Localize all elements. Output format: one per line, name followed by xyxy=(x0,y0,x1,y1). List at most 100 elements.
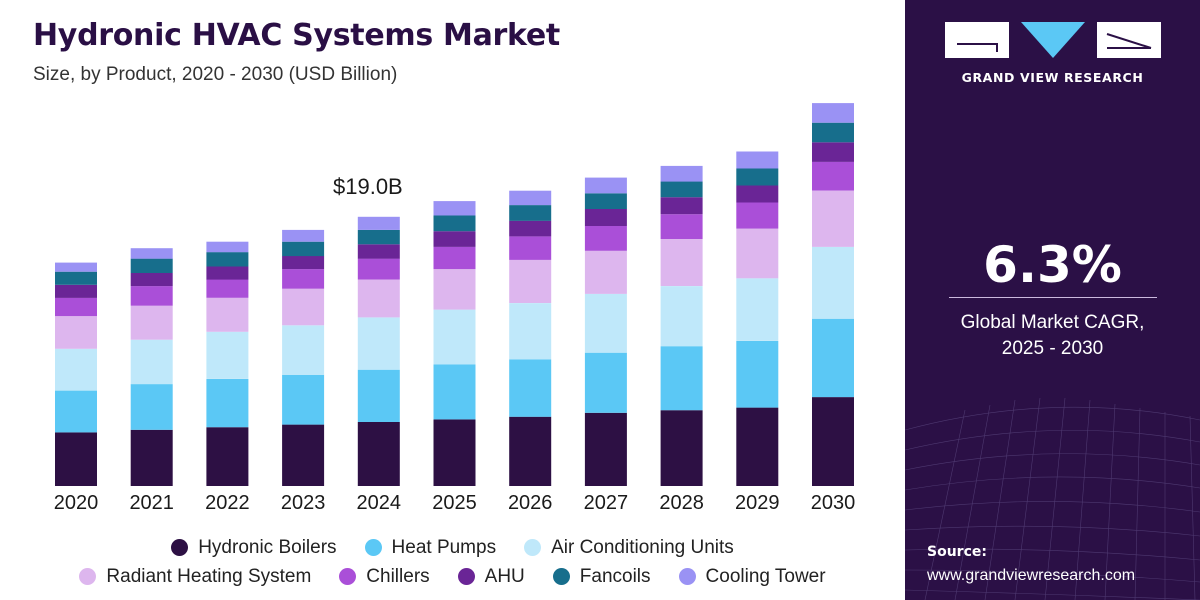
x-tick-label-2021: 2021 xyxy=(129,492,174,514)
bar-segment-2026-heat-pumps xyxy=(509,359,552,417)
legend-swatch xyxy=(552,568,570,585)
bar-segment-2022-ahu xyxy=(206,266,249,280)
chart-title: Hydronic HVAC Systems Market xyxy=(33,18,560,53)
bar-segment-2025-air-conditioning-units xyxy=(433,309,476,365)
value-callout-2024: $19.0B xyxy=(333,174,403,199)
bar-segment-2025-heat-pumps xyxy=(433,364,476,420)
bar-segment-2020-radiant-heating-system xyxy=(55,316,97,349)
bar-segment-2023-chillers xyxy=(282,269,325,289)
legend: Hydronic Boilers Heat Pumps Air Conditio… xyxy=(0,533,905,591)
bar-segment-2024-air-conditioning-units xyxy=(357,317,400,370)
bar-segment-2028-heat-pumps xyxy=(660,346,703,411)
bar-segment-2025-ahu xyxy=(433,231,476,247)
bar-segment-2020-chillers xyxy=(55,297,97,317)
bar-segment-2022-chillers xyxy=(206,279,249,298)
grand-view-research-logo xyxy=(945,22,1161,58)
bar-segment-2022-heat-pumps xyxy=(206,378,249,428)
legend-item-radiant-heating-system: Radiant Heating System xyxy=(79,566,311,588)
bar-segment-2024-cooling-tower xyxy=(357,216,400,230)
legend-item-hydronic-boilers: Hydronic Boilers xyxy=(171,536,337,559)
cagr-value: 6.3% xyxy=(983,236,1122,294)
legend-item-fancoils: Fancoils xyxy=(552,565,651,588)
bar-segment-2028-fancoils xyxy=(660,181,703,198)
bar-segment-2027-cooling-tower xyxy=(584,177,627,194)
bar-segment-2020-cooling-tower xyxy=(55,262,97,272)
bar-segment-2024-ahu xyxy=(357,244,400,259)
bars-group xyxy=(55,103,854,486)
legend-label: Heat Pumps xyxy=(391,536,497,558)
legend-label: Air Conditioning Units xyxy=(551,536,734,558)
legend-label: Hydronic Boilers xyxy=(198,536,337,558)
legend-label: Fancoils xyxy=(579,565,651,587)
source-url[interactable]: www.grandviewresearch.com xyxy=(927,567,1136,584)
x-axis-ticks: 2020 2021 2022 2023 2024 2025 2026 2027 2028 2029… xyxy=(54,492,856,514)
bar-segment-2029-fancoils xyxy=(736,168,779,186)
bar-segment-2024-radiant-heating-system xyxy=(357,279,400,318)
bar-segment-2024-heat-pumps xyxy=(357,369,400,422)
legend-label: Radiant Heating System xyxy=(106,565,312,587)
bar-segment-2021-chillers xyxy=(130,286,173,306)
bar-segment-2021-air-conditioning-units xyxy=(130,339,173,385)
bar-segment-2021-fancoils xyxy=(130,258,173,273)
bar-segment-2024-hydronic-boilers xyxy=(357,422,400,486)
bar-segment-2030-air-conditioning-units xyxy=(812,246,854,319)
bar-segment-2022-cooling-tower xyxy=(206,241,249,253)
bar-segment-2029-radiant-heating-system xyxy=(736,228,779,279)
bar-segment-2022-radiant-heating-system xyxy=(206,297,249,332)
bar-segment-2020-fancoils xyxy=(55,271,97,285)
bar-segment-2023-radiant-heating-system xyxy=(282,288,325,326)
bar-segment-2027-hydronic-boilers xyxy=(584,412,627,486)
legend-item-heat-pumps: Heat Pumps xyxy=(364,536,497,559)
legend-item-chillers: Chillers xyxy=(339,565,430,588)
bar-segment-2023-heat-pumps xyxy=(282,374,325,425)
x-tick-label-2027: 2027 xyxy=(584,492,629,514)
legend-item-air-conditioning-units: Air Conditioning Units xyxy=(524,537,734,559)
bar-segment-2023-air-conditioning-units xyxy=(282,325,325,375)
source-label: Source: xyxy=(927,544,987,560)
legend-item-cooling-tower: Cooling Tower xyxy=(678,565,826,588)
bar-segment-2022-hydronic-boilers xyxy=(206,427,249,486)
bar-segment-2020-hydronic-boilers xyxy=(55,432,97,486)
legend-swatch xyxy=(339,568,357,585)
bar-segment-2025-fancoils xyxy=(433,215,476,232)
bar-segment-2027-radiant-heating-system xyxy=(584,250,627,294)
bar-segment-2025-radiant-heating-system xyxy=(433,269,476,310)
bar-segment-2026-hydronic-boilers xyxy=(509,416,552,486)
bar-segment-2029-ahu xyxy=(736,185,779,203)
legend-swatch xyxy=(524,539,542,556)
bar-segment-2025-hydronic-boilers xyxy=(433,419,476,486)
legend-swatch xyxy=(171,539,189,556)
bar-segment-2022-fancoils xyxy=(206,252,249,267)
x-tick-label-2028: 2028 xyxy=(659,492,704,514)
legend-row-2: Radiant Heating System Chillers AHU Fanc… xyxy=(0,562,905,591)
legend-row-1: Hydronic Boilers Heat Pumps Air Conditio… xyxy=(0,533,905,562)
bar-segment-2021-heat-pumps xyxy=(130,384,173,430)
side-panel: GRAND VIEW RESEARCH 6.3% Global Market C… xyxy=(905,0,1200,600)
bar-segment-2028-air-conditioning-units xyxy=(660,286,703,347)
cagr-label-line2: 2025 - 2030 xyxy=(1001,338,1104,359)
bar-segment-2028-chillers xyxy=(660,214,703,239)
bar-segment-2022-air-conditioning-units xyxy=(206,331,249,379)
bar-segment-2030-cooling-tower xyxy=(812,103,854,123)
bar-segment-2028-cooling-tower xyxy=(660,165,703,182)
x-tick-label-2029: 2029 xyxy=(735,492,780,514)
legend-swatch xyxy=(457,568,475,585)
bar-segment-2026-chillers xyxy=(509,236,552,260)
chart-subtitle: Size, by Product, 2020 - 2030 (USD Billi… xyxy=(33,64,398,85)
bar-segment-2026-fancoils xyxy=(509,205,552,221)
legend-label: Cooling Tower xyxy=(705,565,826,587)
legend-label: Chillers xyxy=(366,565,430,587)
bar-segment-2030-chillers xyxy=(812,161,854,191)
bar-segment-2028-hydronic-boilers xyxy=(660,410,703,486)
x-tick-label-2023: 2023 xyxy=(281,492,326,514)
legend-swatch xyxy=(79,568,97,585)
bar-segment-2020-air-conditioning-units xyxy=(55,348,97,391)
bar-segment-2027-chillers xyxy=(584,226,627,251)
legend-label: AHU xyxy=(484,565,525,587)
bar-segment-2024-fancoils xyxy=(357,229,400,245)
bar-segment-2023-hydronic-boilers xyxy=(282,424,325,486)
bar-segment-2023-fancoils xyxy=(282,241,325,257)
x-tick-label-2022: 2022 xyxy=(205,492,250,514)
bar-segment-2021-ahu xyxy=(130,273,173,287)
bar-segment-2024-chillers xyxy=(357,258,400,280)
